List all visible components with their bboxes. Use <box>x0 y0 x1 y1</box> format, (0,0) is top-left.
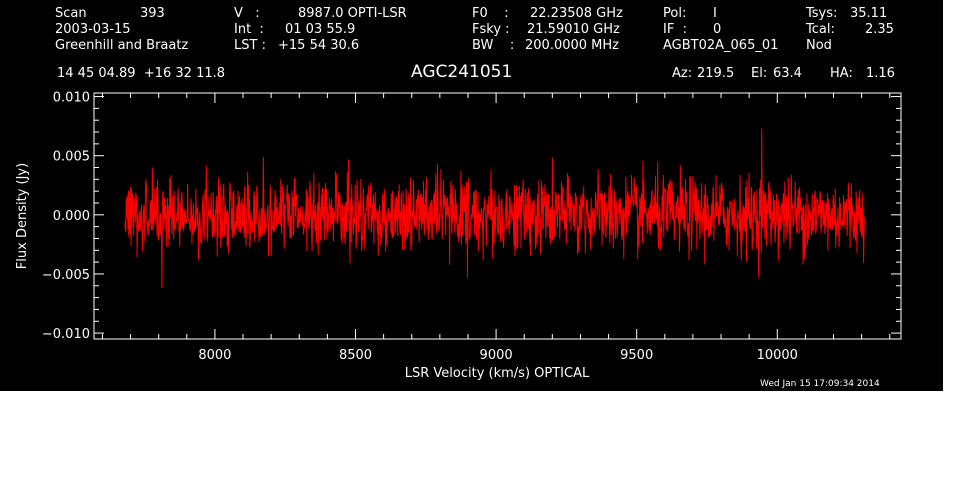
x-tick-label: 8000 <box>198 348 231 363</box>
pol-label: Pol: <box>663 6 687 21</box>
tsys-label: Tsys: <box>806 6 838 21</box>
y-tick-label: 0.005 <box>53 150 90 165</box>
obs-mode: Nod <box>806 38 832 53</box>
az-label: Az: <box>672 66 693 81</box>
project-id: AGBT02A_065_01 <box>663 38 779 53</box>
bw-value: 200.0000 MHz <box>525 38 619 53</box>
y-tick-label: −0.010 <box>42 327 90 342</box>
if-label: IF : <box>663 22 687 37</box>
tcal-label: Tcal: <box>806 22 835 37</box>
x-tick-label: 10000 <box>757 348 798 363</box>
tick-layer <box>94 93 901 339</box>
observers: Greenhill and Braatz <box>55 38 189 53</box>
plot-frame <box>93 92 902 340</box>
f0-value: 22.23508 GHz <box>530 6 623 21</box>
spectrum-series-line <box>124 128 865 289</box>
tsys-value: 35.11 <box>850 6 888 21</box>
fsky-value: 21.59010 GHz <box>527 22 620 37</box>
bw-label: BW : <box>472 38 515 53</box>
if-value: 0 <box>713 22 722 37</box>
fsky-label: Fsky : <box>472 22 510 37</box>
lst-value: +15 54 30.6 <box>278 38 360 53</box>
x-axis-label: LSR Velocity (km/s) OPTICAL <box>405 366 590 381</box>
y-tick-label: 0.010 <box>53 91 90 106</box>
el-value: 63.4 <box>773 66 802 81</box>
tcal-value: 2.35 <box>865 22 894 37</box>
plot-panel: 8000 8500 9000 9500 10000 −0.010 −0.005 0.000 0.… <box>0 0 943 391</box>
ticklabel-layer: 8000 8500 9000 9500 10000 −0.010 −0.005 0.000 0.… <box>42 91 798 363</box>
y-axis-label: Flux Density (Jy) <box>15 163 30 269</box>
lst-label: LST : <box>234 38 266 53</box>
series-layer <box>124 128 865 289</box>
pol-value: I <box>713 6 717 21</box>
ha-label: HA: <box>830 66 853 81</box>
scan-number: 393 <box>140 6 165 21</box>
x-tick-label: 9500 <box>620 348 653 363</box>
y-tick-label: −0.005 <box>42 268 90 283</box>
source-name: AGC241051 <box>411 62 513 82</box>
az-value: 219.5 <box>697 66 735 81</box>
f0-label: F0 : <box>472 6 509 21</box>
plot-timestamp: Wed Jan 15 17:09:34 2014 <box>760 379 880 389</box>
int-label: Int : <box>234 22 264 37</box>
x-tick-label: 8500 <box>339 348 372 363</box>
ha-value: 1.16 <box>866 66 895 81</box>
el-label: El: <box>751 66 768 81</box>
obs-date: 2003-03-15 <box>55 22 131 37</box>
x-tick-label: 9000 <box>480 348 513 363</box>
scan-label: Scan <box>55 6 87 21</box>
velocity-label: V : <box>234 6 260 21</box>
spectrum-plot: 8000 8500 9000 9500 10000 −0.010 −0.005 0.000 0.… <box>15 91 902 381</box>
source-coordinates: 14 45 04.89 +16 32 11.8 <box>57 66 226 81</box>
velocity-value: 8987.0 OPTI-LSR <box>298 6 407 21</box>
y-tick-label: 0.000 <box>53 209 90 224</box>
int-value: 01 03 55.9 <box>285 22 356 37</box>
